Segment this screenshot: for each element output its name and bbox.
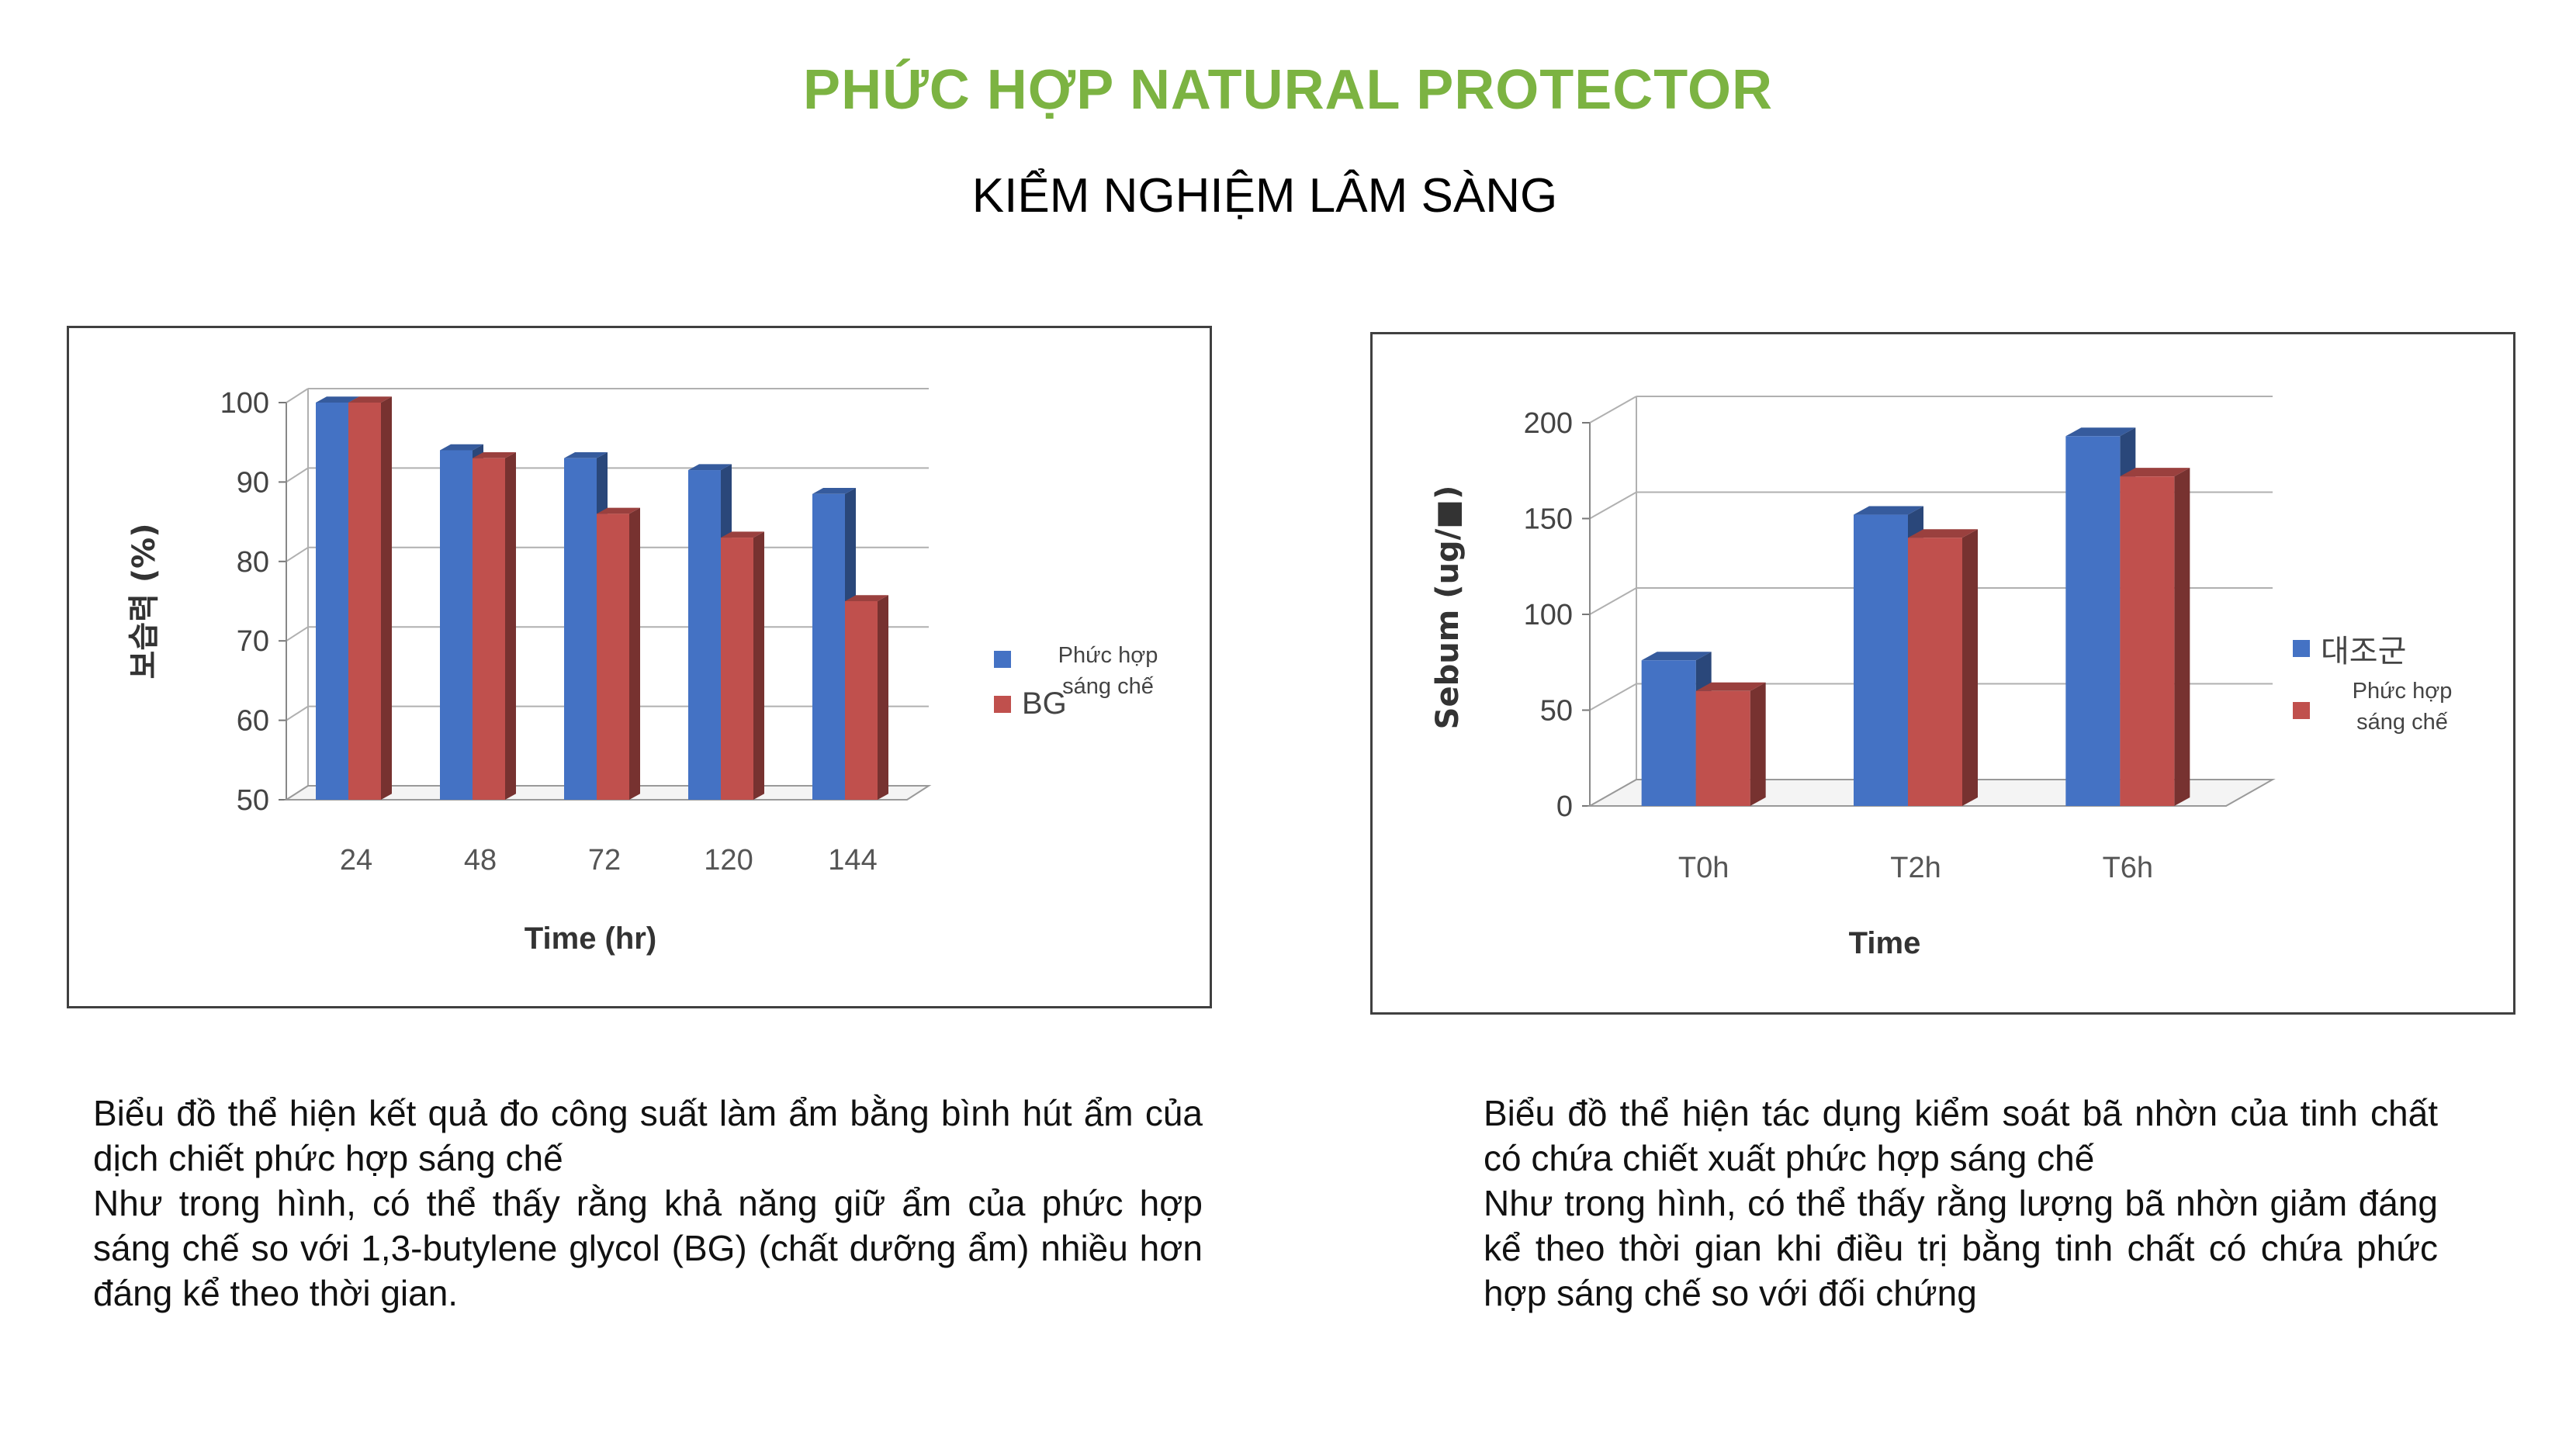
y-tick-label: 0: [1556, 790, 1573, 823]
bar-side: [878, 595, 888, 800]
bar-top: [1908, 529, 1978, 538]
bar-side: [1750, 682, 1766, 806]
gridline-depth: [286, 467, 309, 483]
y-tick-label: 60: [237, 705, 269, 738]
bar: [440, 450, 473, 800]
gridline-depth: [286, 546, 309, 562]
x-tick-label: 48: [464, 844, 497, 877]
bar-top: [721, 531, 764, 538]
bar: [2065, 436, 2121, 806]
bar-side: [2174, 468, 2190, 806]
y-axis-title: 보습력 (%): [126, 524, 162, 680]
legend-label-bg: BG: [1022, 686, 1067, 721]
bar: [1641, 660, 1696, 806]
x-tick-label: T0h: [1678, 852, 1729, 884]
legend-swatch-blue: [994, 651, 1011, 668]
legend-label-control: 대조군: [2321, 635, 2407, 669]
bar-side: [505, 451, 516, 800]
bar-top: [2065, 427, 2136, 437]
chart-panel-moisture: 50 60 70 80 90 100 24 48 72 120 144 Time (hr) 보습력 (%…: [67, 326, 1212, 1008]
bar-top: [597, 507, 640, 514]
x-tick-label: 72: [588, 844, 621, 877]
bar: [812, 493, 845, 800]
y-tick-label: 90: [237, 466, 269, 499]
bar: [2120, 476, 2175, 806]
legend-swatch-blue: [2293, 640, 2310, 657]
bar: [1854, 514, 1908, 806]
caption-sebum-line2: Như trong hình, có thể thấy rằng lượng b…: [1484, 1183, 2438, 1313]
legend-item-complex: Phức hợp sáng chế: [994, 617, 1182, 702]
caption-sebum: Biểu đồ thể hiện tác dụng kiểm soát bã n…: [1484, 1091, 2438, 1316]
legend-label-complex: Phức hợp sáng chế: [1058, 643, 1158, 699]
bar: [564, 458, 597, 800]
bar: [316, 403, 348, 800]
x-axis-title: Time: [1849, 926, 1921, 960]
x-tick-label: 24: [340, 844, 372, 877]
bar-top: [564, 451, 608, 458]
bar-top: [473, 451, 516, 458]
bar-top: [1641, 652, 1712, 661]
chart-panel-sebum: 0 50 100 150 200 T0h T2h T6h Time Sebum (ug/■) 대조…: [1370, 332, 2515, 1015]
page-subtitle: KIỂM NGHIỆM LÂM SÀNG: [971, 169, 1558, 223]
bar: [688, 470, 721, 800]
gridline-depth: [1589, 396, 1637, 424]
bar: [1908, 538, 1962, 806]
y-tick-label: 150: [1524, 503, 1573, 536]
bar: [473, 458, 505, 800]
gridline-depth: [1589, 683, 1637, 711]
legend-item-bg: BG: [994, 686, 1067, 721]
moisture-chart: 50 60 70 80 90 100 24 48 72 120 144 Time (hr) 보습력 (%…: [126, 387, 932, 956]
gridline-depth: [1589, 587, 1637, 615]
x-tick-label: 120: [704, 844, 753, 877]
sebum-chart: 0 50 100 150 200 T0h T2h T6h Time Sebum (ug/■): [1430, 396, 2276, 960]
bar-top: [812, 488, 856, 494]
gridline-depth: [286, 388, 309, 403]
bar-side: [381, 396, 392, 800]
caption-sebum-line1: Biểu đồ thể hiện tác dụng kiểm soát bã n…: [1484, 1093, 2438, 1178]
bar-top: [688, 464, 732, 471]
legend-swatch-red: [994, 695, 1011, 713]
bar-side: [1962, 529, 1978, 806]
caption-moisture-line2: Như trong hình, có thể thấy rằng khả năn…: [93, 1183, 1203, 1313]
caption-moisture-line1: Biểu đồ thể hiện kết quả đo công suất là…: [93, 1093, 1203, 1178]
bar-side: [629, 507, 640, 800]
y-tick-label: 100: [220, 387, 269, 420]
bar-top: [440, 444, 483, 451]
legend-label-complex: Phức hợp sáng chế: [2352, 679, 2453, 735]
x-tick-label: T2h: [1890, 852, 1941, 884]
legend-item-control: 대조군: [2293, 626, 2406, 671]
caption-moisture: Biểu đồ thể hiện kết quả đo công suất là…: [93, 1091, 1203, 1316]
bar: [721, 538, 753, 800]
y-tick-label: 70: [237, 625, 269, 658]
bar: [597, 514, 629, 800]
x-tick-label: T6h: [2103, 852, 2153, 884]
bar: [1695, 690, 1750, 806]
gridline-depth: [286, 705, 309, 721]
bar-top: [2120, 468, 2190, 477]
legend-swatch-red: [2293, 702, 2310, 719]
bar-top: [316, 396, 359, 403]
page-title: PHỨC HỢP NATURAL PROTECTOR: [803, 59, 1773, 121]
y-tick-label: 50: [1540, 695, 1573, 728]
gridline-depth: [286, 626, 309, 642]
y-tick-label: 100: [1524, 599, 1573, 631]
bar-top: [845, 595, 888, 601]
bar-top: [348, 396, 392, 403]
bar: [348, 403, 381, 800]
bar: [845, 601, 878, 800]
gridline-depth: [1589, 491, 1637, 520]
bar-top: [1854, 506, 1923, 515]
y-axis-title: Sebum (ug/■): [1430, 486, 1466, 730]
legend-item-complex: Phức hợp sáng chế: [2293, 676, 2468, 738]
bar-side: [753, 531, 764, 800]
x-axis-title: Time (hr): [525, 922, 656, 956]
bar-top: [1695, 682, 1766, 691]
y-tick-label: 80: [237, 546, 269, 579]
y-tick-label: 50: [237, 784, 269, 817]
x-tick-label: 144: [828, 844, 877, 877]
y-tick-label: 200: [1524, 407, 1573, 440]
